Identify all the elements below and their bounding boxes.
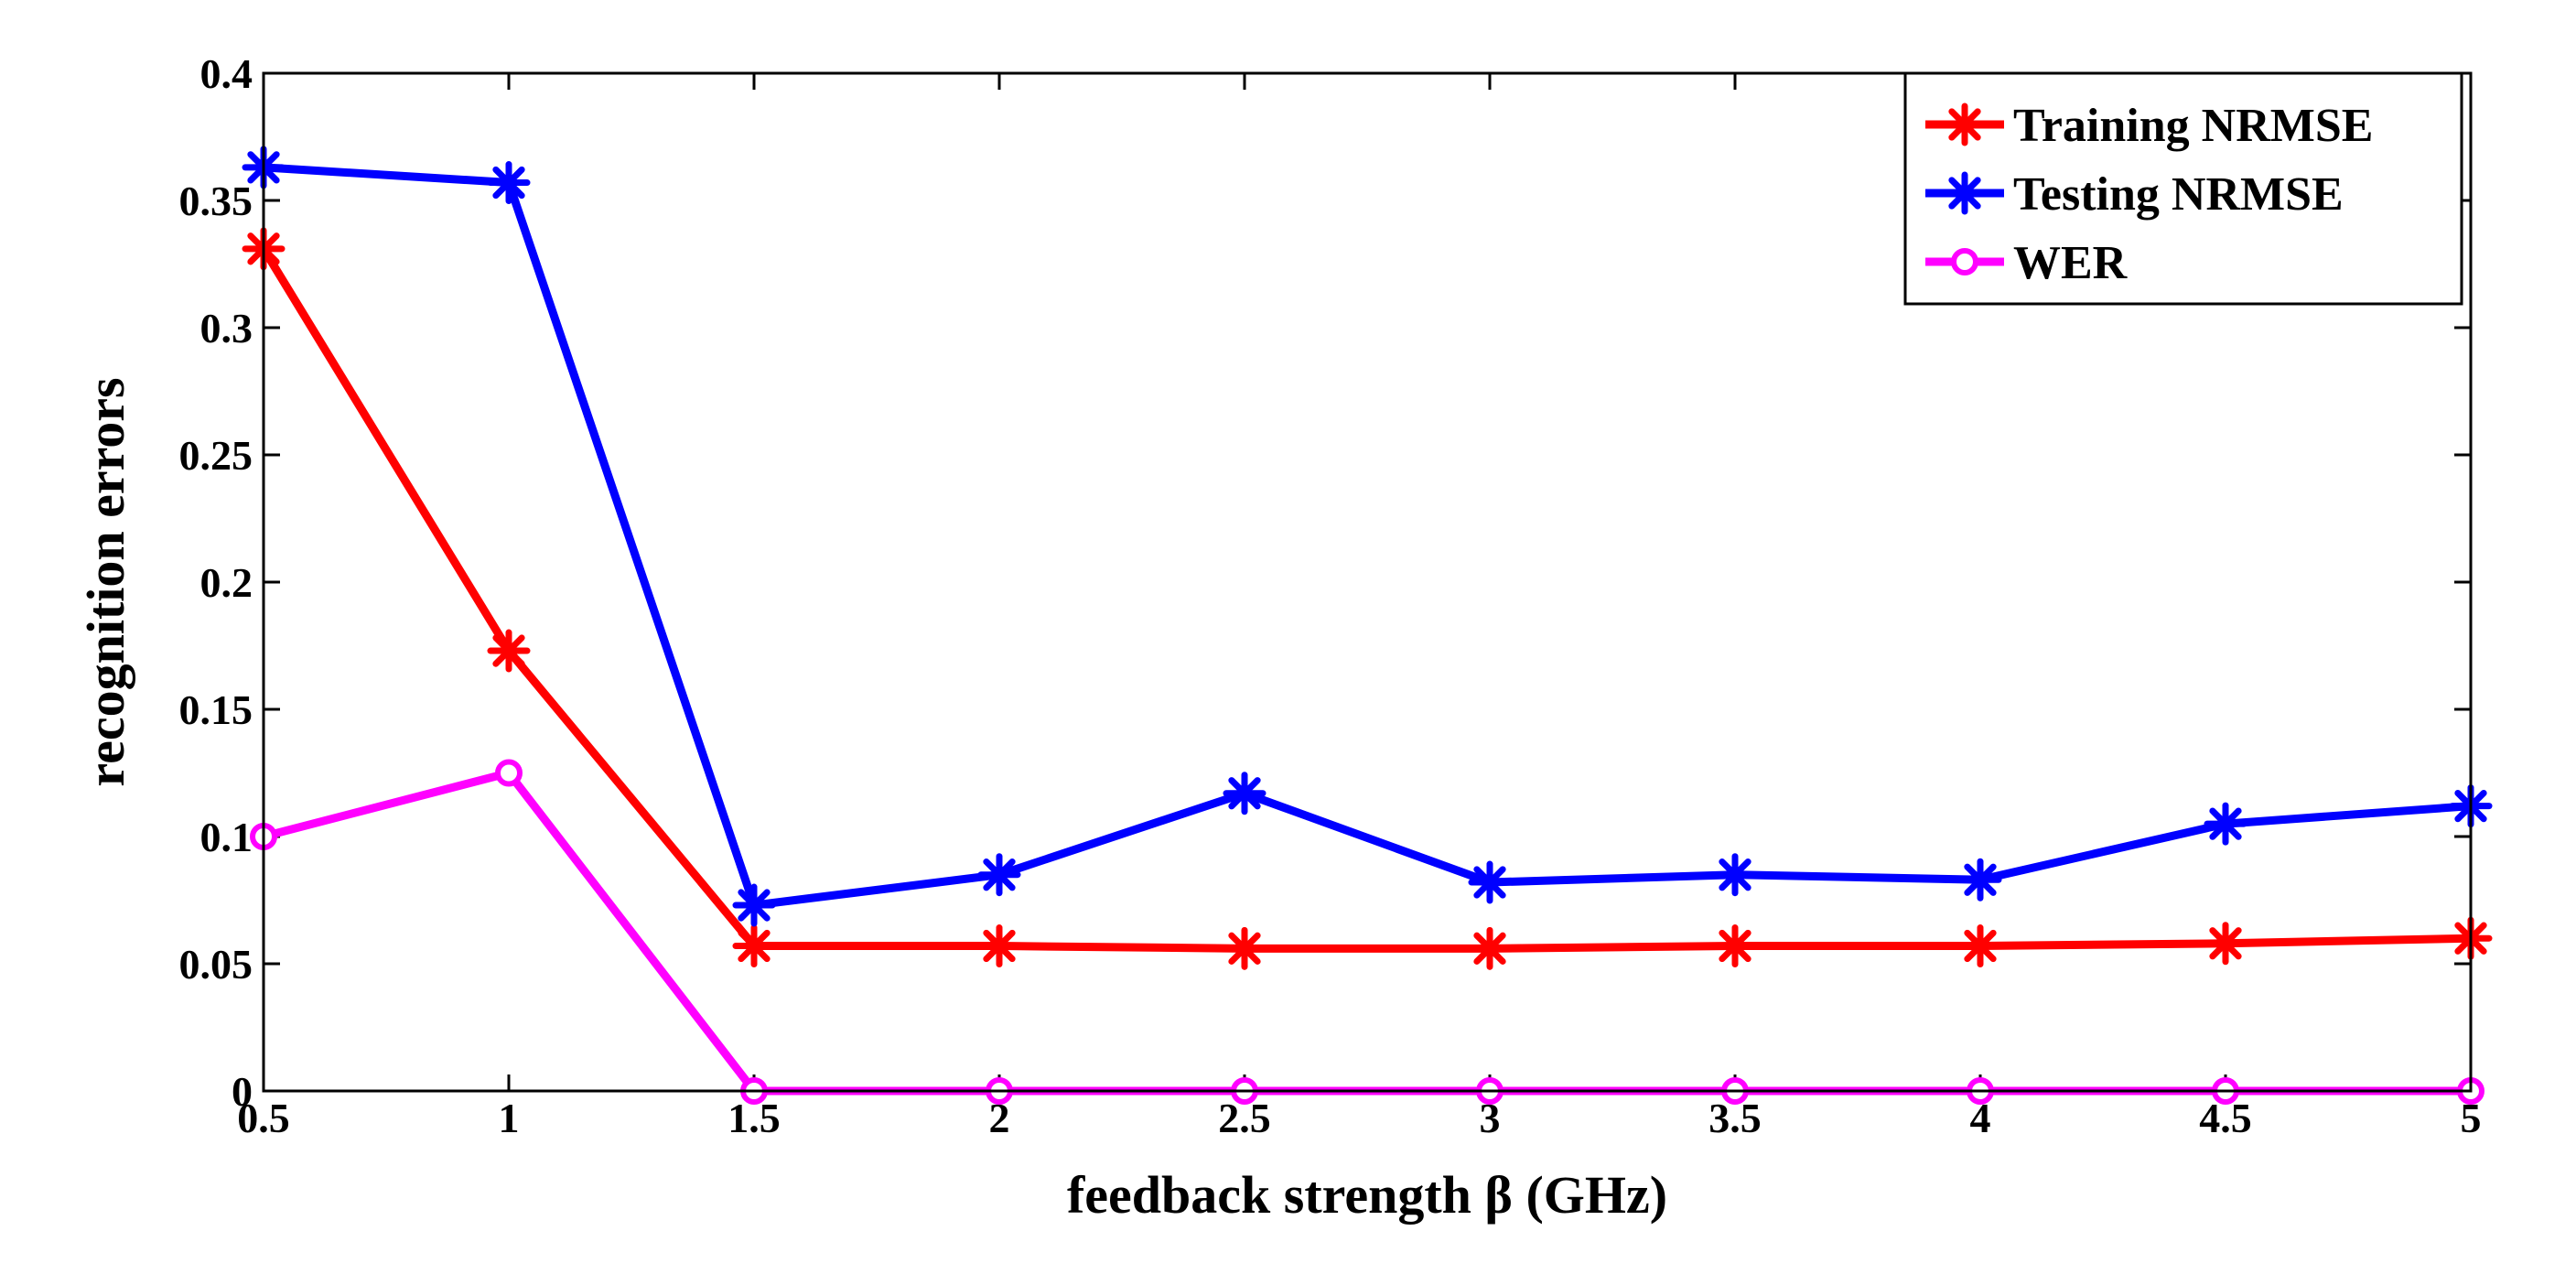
legend-item: Testing NRMSE: [1925, 168, 2344, 221]
y-tick-label: 0: [232, 1068, 253, 1115]
legend-marker: [1951, 248, 1978, 275]
data-point: [1223, 772, 1266, 815]
legend-label: Testing NRMSE: [2013, 168, 2344, 221]
x-tick-label: 3: [1480, 1095, 1501, 1141]
y-tick-label: 0.35: [179, 178, 253, 224]
data-point: [495, 759, 523, 787]
y-tick-label: 0.4: [200, 50, 253, 97]
legend-item: WER: [1925, 237, 2129, 289]
legend-label: WER: [2013, 237, 2129, 289]
data-point: [1713, 924, 1757, 968]
data-point: [1468, 926, 1512, 970]
y-tick-label: 0.15: [179, 686, 253, 733]
data-point: [977, 853, 1021, 897]
data-point: [732, 883, 776, 927]
x-tick-label: 4: [1970, 1095, 1991, 1141]
series-line: [260, 246, 2472, 953]
data-point: [1223, 926, 1266, 970]
plot-frame: [262, 71, 2473, 1093]
y-tick-label: 0.05: [179, 941, 253, 988]
y-tick-label: 0.3: [200, 305, 253, 351]
legend: Training NRMSE Testing NRMSE WER: [1903, 71, 2463, 306]
series-line: [263, 163, 2472, 910]
y-tick-label: 0.25: [179, 432, 253, 479]
legend-marker: [1943, 103, 1987, 146]
data-point: [2204, 802, 2247, 846]
data-point: [1713, 853, 1757, 897]
data-point: [977, 924, 1021, 968]
data-point: [1958, 924, 2002, 968]
data-point: [487, 629, 531, 673]
x-tick-label: 0.5: [237, 1095, 290, 1141]
x-tick-label: 5: [2461, 1095, 2482, 1141]
data-point: [2204, 922, 2247, 966]
x-tick-label: 1: [499, 1095, 520, 1141]
x-tick-label: 2: [989, 1095, 1010, 1141]
legend-marker: [1943, 171, 1987, 215]
data-point: [1958, 858, 2002, 902]
y-tick-label: 0.2: [200, 559, 253, 606]
data-point: [487, 161, 531, 205]
y-axis-label: recognition errors: [76, 377, 135, 786]
data-point: [1468, 860, 1512, 904]
x-axis-label: feedback strength β (GHz): [1067, 1165, 1667, 1225]
y-tick-label: 0.1: [200, 814, 253, 860]
data-point: [732, 924, 776, 968]
legend-label: Training NRMSE: [2013, 100, 2373, 152]
legend-item: Training NRMSE: [1925, 100, 2373, 152]
